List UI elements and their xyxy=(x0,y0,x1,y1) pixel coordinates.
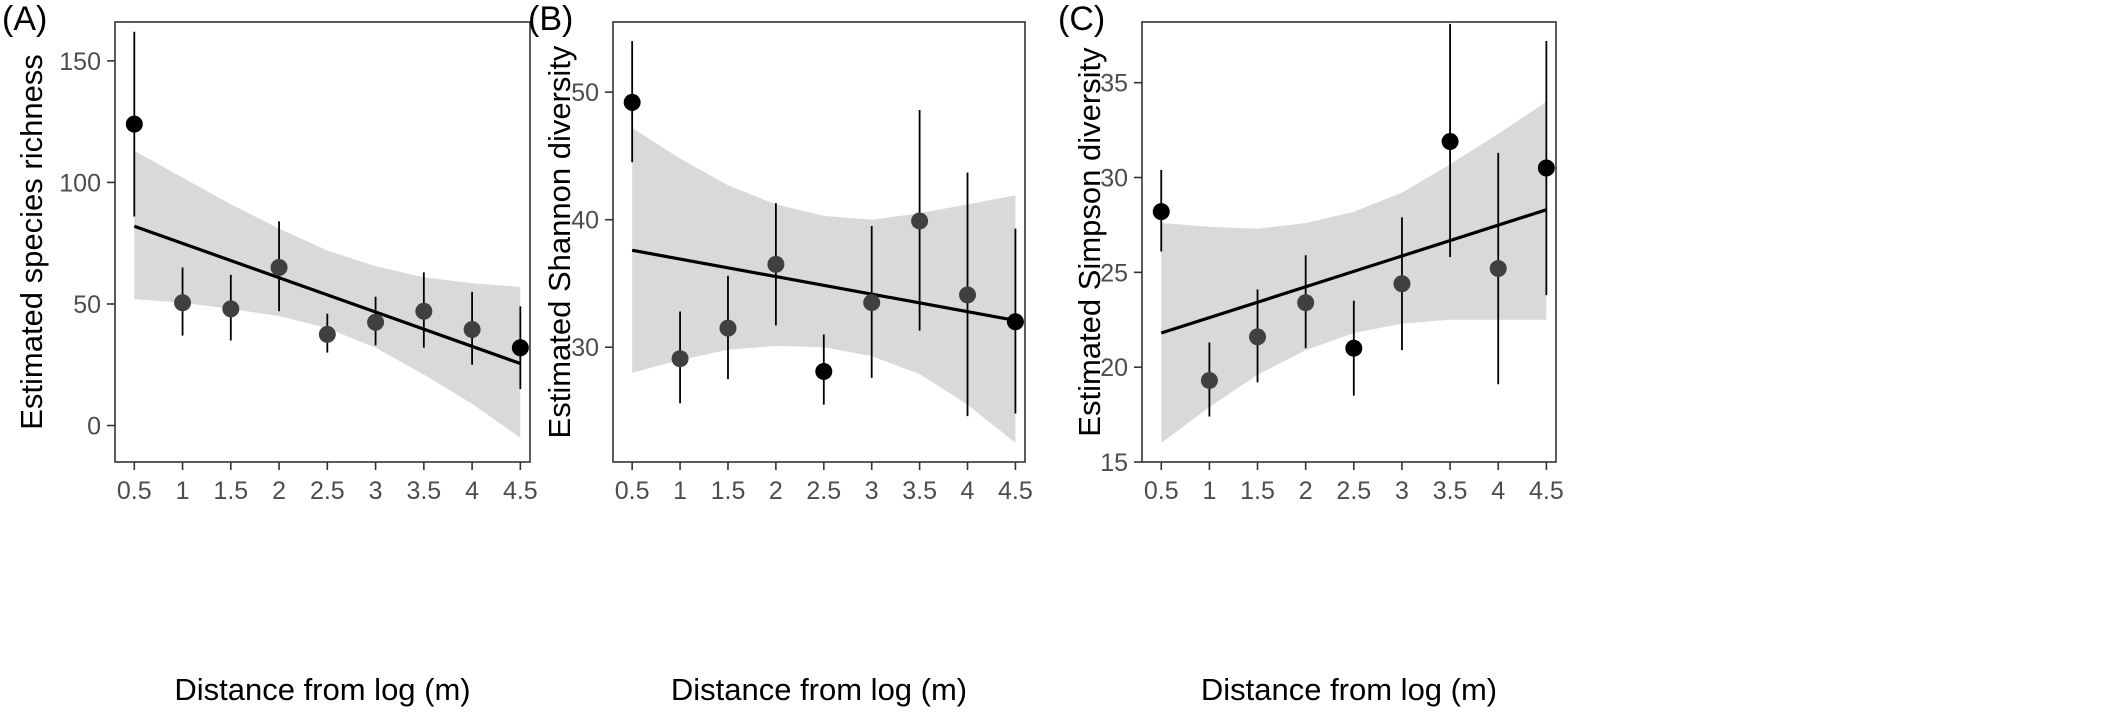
plot-border xyxy=(114,21,531,463)
x-tick-label: 4.5 xyxy=(998,477,1033,505)
data-point xyxy=(815,362,833,380)
x-tick-label: 2 xyxy=(1299,477,1313,505)
y-tick-label: 150 xyxy=(59,48,101,76)
panel-label: (A) xyxy=(2,0,47,38)
x-tick-label: 4 xyxy=(465,477,479,505)
x-tick-label: 0.5 xyxy=(615,477,650,505)
x-tick-label: 3 xyxy=(369,477,383,505)
y-tick-label: 30 xyxy=(1100,165,1128,193)
data-point xyxy=(318,325,336,343)
x-tick-label: 2 xyxy=(272,477,286,505)
x-tick-label: 3 xyxy=(865,477,879,505)
x-tick-label: 2 xyxy=(769,477,783,505)
x-tick-label: 1.5 xyxy=(711,477,746,505)
x-tick-label: 4.5 xyxy=(1529,477,1564,505)
y-tick-label: 40 xyxy=(571,207,599,235)
data-point xyxy=(367,313,385,331)
data-point xyxy=(1249,328,1267,346)
plot-border xyxy=(612,21,1026,463)
x-tick-label: 3 xyxy=(1395,477,1409,505)
x-tick-label: 2.5 xyxy=(1336,477,1371,505)
y-axis-title: Estimated Simpson diversity xyxy=(1072,47,1107,437)
x-axis-title: Distance from log (m) xyxy=(1201,672,1497,707)
data-point xyxy=(1537,159,1555,177)
x-tick-label: 1 xyxy=(673,477,687,505)
y-tick-label: 20 xyxy=(1100,354,1128,382)
panel-b: 0.5 1 1.5 2 2.5 3 3.5 4 4.5 30 40 50 Distance from l… xyxy=(528,0,1033,707)
x-tick-label: 3.5 xyxy=(902,477,937,505)
y-tick-label: 35 xyxy=(1100,70,1128,98)
data-point xyxy=(671,350,689,368)
data-point xyxy=(1297,294,1315,312)
plot-border xyxy=(1141,21,1557,463)
x-tick-label: 0.5 xyxy=(1144,477,1179,505)
data-point xyxy=(1006,313,1024,331)
x-tick-label: 4 xyxy=(961,477,975,505)
y-axis-title: Estimated species richness xyxy=(14,54,49,430)
x-tick-label: 4.5 xyxy=(503,477,538,505)
data-point xyxy=(174,294,192,312)
panel-c: 0.5 1 1.5 2 2.5 3 3.5 4 4.5 15 20 25 30 35 Distance fr… xyxy=(1058,0,1564,707)
data-point xyxy=(511,339,529,357)
panel-a: 0.5 1 1.5 2 2.5 3 3.5 4 4.5 0 50 100 150 Distance fro… xyxy=(2,0,538,707)
x-tick-label: 2.5 xyxy=(806,477,841,505)
data-point xyxy=(270,259,288,277)
data-point xyxy=(1393,275,1411,293)
data-point xyxy=(222,300,240,318)
y-tick-label: 50 xyxy=(571,79,599,107)
x-tick-label: 0.5 xyxy=(117,477,152,505)
data-point xyxy=(623,93,641,111)
x-tick-label: 2.5 xyxy=(310,477,345,505)
y-tick-label: 15 xyxy=(1100,449,1128,477)
data-point xyxy=(863,294,881,312)
y-tick-label: 0 xyxy=(87,413,101,441)
data-point xyxy=(959,286,977,304)
x-tick-label: 1.5 xyxy=(213,477,248,505)
panel-label: (B) xyxy=(528,0,573,38)
x-tick-label: 1 xyxy=(1202,477,1216,505)
data-point xyxy=(767,255,785,273)
data-point xyxy=(911,212,929,230)
y-tick-label: 25 xyxy=(1100,259,1128,287)
x-tick-label: 3.5 xyxy=(1433,477,1468,505)
y-axis-title: Estimated Shannon diversity xyxy=(542,45,577,438)
data-point xyxy=(1200,371,1218,389)
data-point xyxy=(463,321,481,339)
data-point xyxy=(1489,260,1507,278)
y-tick-label: 100 xyxy=(59,169,101,197)
data-point xyxy=(1152,203,1170,221)
x-tick-label: 3.5 xyxy=(406,477,441,505)
y-tick-label: 30 xyxy=(571,334,599,362)
panel-label: (C) xyxy=(1058,0,1105,38)
regression-line xyxy=(1160,208,1547,335)
data-point xyxy=(1441,132,1459,150)
regression-line xyxy=(631,248,1016,323)
data-point xyxy=(1345,339,1363,357)
data-point xyxy=(415,302,433,320)
x-axis-title: Distance from log (m) xyxy=(174,672,470,707)
x-tick-label: 1 xyxy=(176,477,190,505)
x-tick-label: 1.5 xyxy=(1240,477,1275,505)
data-point xyxy=(125,115,143,133)
y-tick-label: 50 xyxy=(73,291,101,319)
data-point xyxy=(719,319,737,337)
regression-line xyxy=(133,224,521,366)
x-tick-label: 4 xyxy=(1491,477,1505,505)
x-axis-title: Distance from log (m) xyxy=(671,672,967,707)
